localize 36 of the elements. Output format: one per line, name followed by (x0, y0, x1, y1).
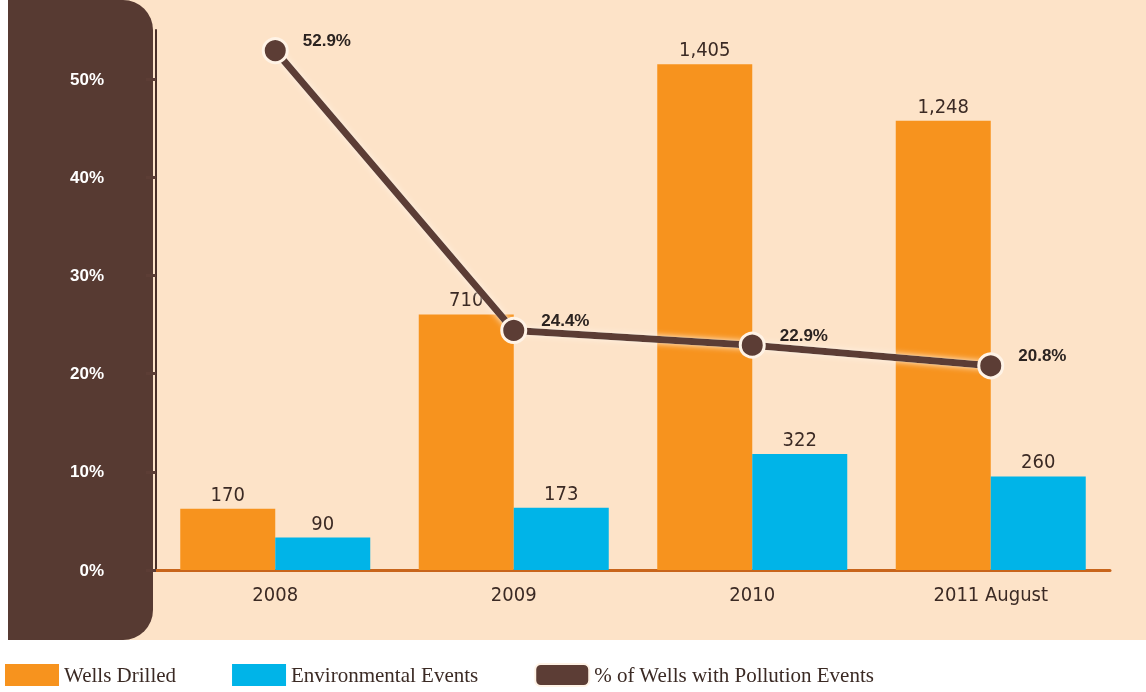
bar (418, 314, 514, 570)
y-tick-label: 30% (69, 265, 104, 285)
data-label: 322 (782, 427, 817, 452)
bar (895, 120, 991, 570)
bar (180, 508, 276, 570)
data-label: 1,405 (679, 37, 731, 62)
legend-label: Wells Drilled (64, 663, 177, 687)
y-tick-label: 40% (69, 167, 104, 187)
data-label: 24.4% (541, 310, 590, 330)
x-tick-label: 2008 (252, 582, 299, 606)
y-tick-label: 0% (79, 560, 104, 580)
bar (513, 507, 609, 570)
legend-label: % of Wells with Pollution Events (594, 663, 874, 687)
data-label: 173 (544, 480, 579, 505)
data-label: 170 (210, 481, 245, 506)
x-tick-label: 2010 (729, 582, 776, 606)
bar (990, 476, 1086, 570)
legend-label: Environmental Events (291, 663, 479, 687)
bar (657, 64, 753, 570)
bar (752, 454, 848, 570)
data-label: 1,248 (917, 93, 969, 118)
data-label: 20.8% (1018, 346, 1067, 366)
data-label: 52.9% (302, 31, 351, 51)
x-tick-label: 2011 August (933, 582, 1048, 606)
point (738, 331, 766, 359)
point (500, 316, 528, 344)
data-label: 90 (311, 510, 335, 535)
y-tick-label: 50% (69, 69, 104, 89)
point (977, 352, 1005, 380)
x-tick-label: 2009 (490, 582, 537, 606)
bar (275, 537, 371, 570)
y-tick-label: 20% (69, 364, 104, 384)
data-label: 260 (1021, 449, 1056, 474)
y-tick-label: 10% (69, 462, 104, 482)
point (261, 37, 289, 65)
data-label: 22.9% (779, 325, 828, 345)
